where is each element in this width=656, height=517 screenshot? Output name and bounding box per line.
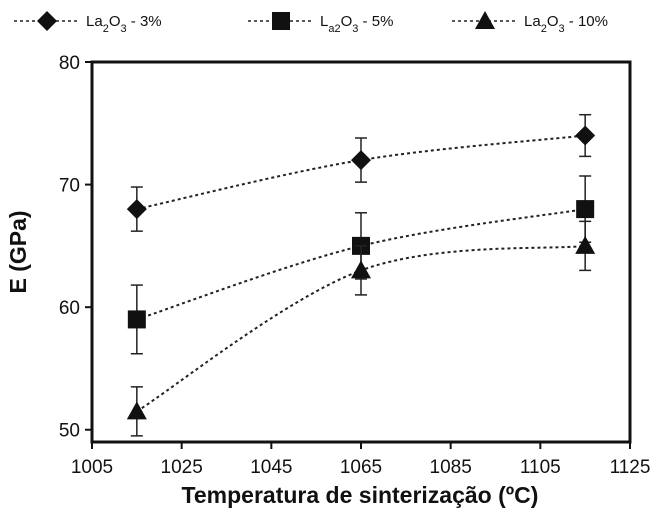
legend-item: La2O3 - 10% [452, 11, 608, 35]
x-tick-label: 1105 [520, 457, 561, 478]
legend-marker-square [272, 12, 290, 30]
legend-marker-triangle [475, 11, 495, 29]
y-tick-label: 50 [59, 421, 80, 442]
y-tick-label: 70 [59, 176, 80, 197]
data-point-square [127, 310, 146, 329]
data-point-triangle [351, 260, 371, 279]
series-diamond [126, 113, 596, 232]
y-tick-label: 80 [59, 53, 80, 74]
legend-label: La2O3 - 10% [524, 13, 608, 35]
x-tick-label: 1125 [610, 457, 651, 478]
x-tick-label: 1005 [71, 457, 113, 478]
data-point-diamond [126, 199, 147, 220]
legend-item: La2O3 - 5% [248, 12, 393, 35]
data-point-triangle [575, 235, 596, 254]
legend-marker-diamond [37, 11, 57, 31]
y-tick-label: 60 [59, 298, 80, 319]
data-point-square [576, 200, 595, 219]
x-tick-label: 1025 [161, 457, 203, 478]
x-tick-label: 1065 [340, 457, 382, 478]
legend: La2O3 - 3% La2O3 - 5% La2O3 - 10% [14, 11, 608, 35]
data-point-diamond [575, 125, 596, 146]
x-axis-title: Temperatura de sinterização (ºC) [182, 482, 539, 508]
x-axis: 1005 1025 1045 1065 1085 1105 1125 [71, 442, 651, 478]
series-layer [126, 113, 596, 437]
x-tick-label: 1085 [430, 457, 472, 478]
data-point-diamond [351, 150, 371, 171]
x-tick-label: 1045 [250, 457, 292, 478]
legend-label: La2O3 - 3% [86, 13, 162, 35]
legend-label: La2O3 - 5% [320, 13, 393, 35]
series-triangle [126, 220, 596, 437]
y-axis-title: E (GPa) [5, 210, 31, 293]
legend-item: La2O3 - 3% [14, 11, 162, 35]
y-axis: 50 60 70 80 [59, 53, 92, 442]
data-point-triangle [126, 401, 147, 420]
